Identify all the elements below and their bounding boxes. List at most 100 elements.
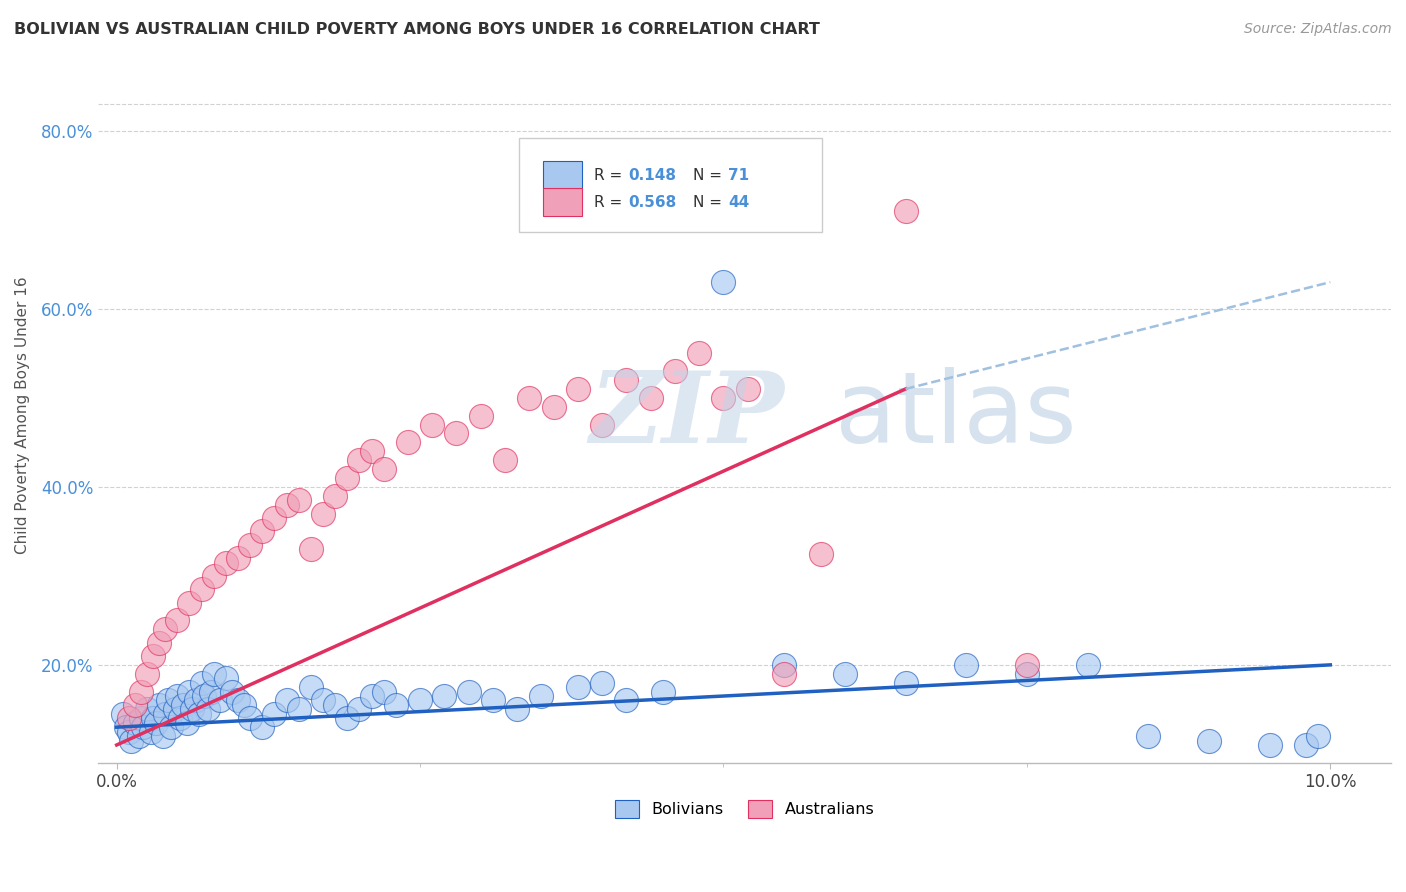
Point — [433, 689, 456, 703]
Point — [193, 689, 215, 703]
Point — [111, 706, 134, 721]
Point — [200, 684, 222, 698]
FancyBboxPatch shape — [543, 161, 582, 189]
Point — [713, 391, 735, 405]
Point — [163, 702, 186, 716]
Point — [1077, 657, 1099, 672]
Point — [396, 435, 419, 450]
Y-axis label: Child Poverty Among Boys Under 16: Child Poverty Among Boys Under 16 — [15, 277, 30, 555]
Point — [202, 666, 225, 681]
Point — [197, 702, 219, 716]
Point — [252, 720, 274, 734]
Text: R =: R = — [593, 168, 627, 183]
Text: 71: 71 — [728, 168, 749, 183]
Point — [148, 698, 170, 712]
Point — [360, 444, 382, 458]
Point — [567, 680, 589, 694]
Point — [166, 689, 188, 703]
Point — [156, 693, 179, 707]
Point — [373, 684, 395, 698]
Point — [202, 569, 225, 583]
Text: N =: N = — [693, 168, 727, 183]
Point — [1198, 733, 1220, 747]
Point — [1258, 738, 1281, 752]
Point — [664, 364, 686, 378]
Point — [420, 417, 443, 432]
Point — [506, 702, 529, 716]
Point — [494, 453, 516, 467]
Point — [312, 693, 335, 707]
Point — [457, 684, 479, 698]
Point — [184, 693, 207, 707]
Point — [176, 715, 198, 730]
Point — [616, 693, 638, 707]
Point — [446, 426, 468, 441]
Point — [148, 635, 170, 649]
Point — [834, 666, 856, 681]
Point — [651, 684, 673, 698]
Point — [955, 657, 977, 672]
Point — [136, 666, 159, 681]
FancyBboxPatch shape — [543, 188, 582, 216]
Text: 44: 44 — [728, 194, 749, 210]
Point — [482, 693, 505, 707]
Text: 0.148: 0.148 — [628, 168, 676, 183]
Point — [221, 684, 243, 698]
Point — [208, 693, 231, 707]
Point — [129, 711, 152, 725]
Point — [299, 680, 322, 694]
Point — [181, 702, 204, 716]
Point — [233, 698, 256, 712]
Point — [336, 711, 359, 725]
Point — [142, 648, 165, 663]
Text: N =: N = — [693, 194, 727, 210]
Point — [128, 729, 150, 743]
Point — [239, 538, 262, 552]
Legend: Bolivians, Australians: Bolivians, Australians — [609, 794, 880, 824]
Point — [179, 684, 201, 698]
Point — [323, 489, 346, 503]
Text: Source: ZipAtlas.com: Source: ZipAtlas.com — [1244, 22, 1392, 37]
Point — [591, 417, 613, 432]
Point — [323, 698, 346, 712]
Point — [226, 551, 249, 566]
Point — [179, 596, 201, 610]
Point — [1015, 666, 1038, 681]
Point — [276, 498, 298, 512]
Point — [773, 666, 796, 681]
Text: ZIP: ZIP — [589, 368, 785, 464]
Point — [115, 720, 138, 734]
Point — [385, 698, 408, 712]
Point — [239, 711, 262, 725]
Point — [1295, 738, 1317, 752]
FancyBboxPatch shape — [519, 138, 823, 232]
Text: BOLIVIAN VS AUSTRALIAN CHILD POVERTY AMONG BOYS UNDER 16 CORRELATION CHART: BOLIVIAN VS AUSTRALIAN CHILD POVERTY AMO… — [14, 22, 820, 37]
Point — [312, 507, 335, 521]
Point — [894, 203, 917, 218]
Point — [118, 711, 141, 725]
Point — [543, 400, 565, 414]
Point — [349, 453, 371, 467]
Point — [172, 698, 194, 712]
Point — [215, 671, 238, 685]
Point — [169, 711, 191, 725]
Point — [336, 471, 359, 485]
Point — [166, 613, 188, 627]
Point — [263, 511, 285, 525]
Point — [252, 524, 274, 539]
Point — [616, 373, 638, 387]
Point — [810, 547, 832, 561]
Text: R =: R = — [593, 194, 627, 210]
Point — [713, 275, 735, 289]
Point — [640, 391, 662, 405]
Point — [188, 706, 211, 721]
Point — [160, 720, 183, 734]
Point — [349, 702, 371, 716]
Point — [299, 542, 322, 557]
Point — [287, 493, 309, 508]
Point — [276, 693, 298, 707]
Point — [409, 693, 432, 707]
Point — [373, 462, 395, 476]
Point — [591, 675, 613, 690]
Point — [155, 706, 177, 721]
